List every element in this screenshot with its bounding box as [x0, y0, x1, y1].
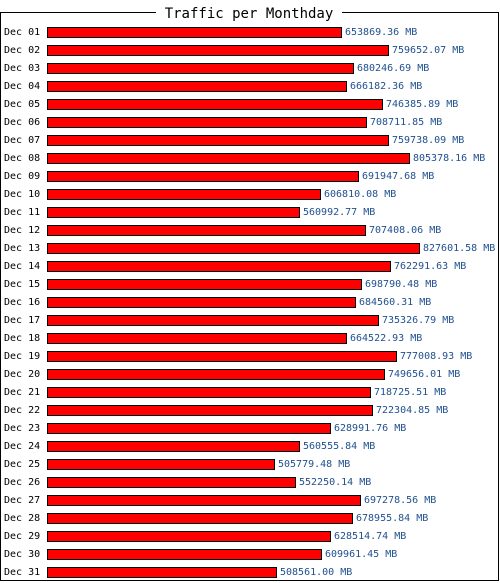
category-label: Dec 11	[4, 207, 40, 218]
value-label: 505779.48 MB	[278, 459, 350, 470]
value-label: 691947.68 MB	[362, 171, 434, 182]
category-label: Dec 18	[4, 333, 40, 344]
traffic-bar	[47, 567, 277, 578]
traffic-bar	[47, 441, 300, 452]
value-label: 552250.14 MB	[299, 477, 371, 488]
category-label: Dec 27	[4, 495, 40, 506]
traffic-bar	[47, 81, 347, 92]
value-label: 653869.36 MB	[345, 27, 417, 38]
value-label: 708711.85 MB	[370, 117, 442, 128]
category-label: Dec 28	[4, 513, 40, 524]
traffic-bar	[47, 333, 347, 344]
traffic-bar	[47, 99, 383, 110]
category-label: Dec 30	[4, 549, 40, 560]
traffic-bar	[47, 369, 385, 380]
value-label: 666182.36 MB	[350, 81, 422, 92]
category-label: Dec 08	[4, 153, 40, 164]
value-label: 707408.06 MB	[369, 225, 441, 236]
traffic-bar	[47, 495, 361, 506]
value-label: 718725.51 MB	[374, 387, 446, 398]
category-label: Dec 20	[4, 369, 40, 380]
value-label: 762291.63 MB	[394, 261, 466, 272]
value-label: 697278.56 MB	[364, 495, 436, 506]
value-label: 628514.74 MB	[334, 531, 406, 542]
value-label: 508561.00 MB	[280, 567, 352, 578]
value-label: 609961.45 MB	[325, 549, 397, 560]
chart-title: Traffic per Monthday	[165, 6, 334, 22]
value-label: 606810.08 MB	[324, 189, 396, 200]
traffic-bar	[47, 549, 322, 560]
category-label: Dec 13	[4, 243, 40, 254]
traffic-bar	[47, 315, 379, 326]
category-label: Dec 15	[4, 279, 40, 290]
category-label: Dec 29	[4, 531, 40, 542]
category-label: Dec 25	[4, 459, 40, 470]
category-label: Dec 14	[4, 261, 40, 272]
category-label: Dec 17	[4, 315, 40, 326]
value-label: 560555.84 MB	[303, 441, 375, 452]
value-label: 684560.31 MB	[359, 297, 431, 308]
value-label: 722304.85 MB	[376, 405, 448, 416]
category-label: Dec 21	[4, 387, 40, 398]
value-label: 628991.76 MB	[334, 423, 406, 434]
value-label: 698790.48 MB	[365, 279, 437, 290]
traffic-bar	[47, 297, 356, 308]
category-label: Dec 07	[4, 135, 40, 146]
traffic-bar	[47, 531, 331, 542]
traffic-bar	[47, 459, 275, 470]
value-label: 759738.09 MB	[392, 135, 464, 146]
category-label: Dec 22	[4, 405, 40, 416]
value-label: 560992.77 MB	[303, 207, 375, 218]
traffic-bar	[47, 261, 391, 272]
value-label: 749656.01 MB	[388, 369, 460, 380]
category-label: Dec 31	[4, 567, 40, 578]
traffic-bar	[47, 351, 397, 362]
category-label: Dec 24	[4, 441, 40, 452]
traffic-bar	[47, 513, 353, 524]
category-label: Dec 16	[4, 297, 40, 308]
category-label: Dec 04	[4, 81, 40, 92]
category-label: Dec 26	[4, 477, 40, 488]
traffic-bar	[47, 63, 354, 74]
value-label: 805378.16 MB	[413, 153, 485, 164]
category-label: Dec 23	[4, 423, 40, 434]
traffic-bar	[47, 387, 371, 398]
value-label: 746385.89 MB	[386, 99, 458, 110]
value-label: 680246.69 MB	[357, 63, 429, 74]
category-label: Dec 01	[4, 27, 40, 38]
category-label: Dec 10	[4, 189, 40, 200]
category-label: Dec 12	[4, 225, 40, 236]
traffic-bar	[47, 207, 300, 218]
traffic-bar	[47, 477, 296, 488]
category-label: Dec 02	[4, 45, 40, 56]
traffic-bar	[47, 423, 331, 434]
value-label: 664522.93 MB	[350, 333, 422, 344]
category-label: Dec 09	[4, 171, 40, 182]
traffic-bar	[47, 135, 389, 146]
value-label: 759652.07 MB	[392, 45, 464, 56]
value-label: 827601.58 MB	[423, 243, 495, 254]
category-label: Dec 06	[4, 117, 40, 128]
traffic-bar	[47, 225, 366, 236]
category-label: Dec 19	[4, 351, 40, 362]
traffic-bar	[47, 171, 359, 182]
value-label: 678955.84 MB	[356, 513, 428, 524]
value-label: 735326.79 MB	[382, 315, 454, 326]
chart-rows: Dec 01 653869.36 MB Dec 02 759652.07 MB Dec …	[4, 27, 495, 578]
traffic-bar	[47, 405, 373, 416]
chart-title-background	[156, 4, 342, 22]
traffic-bar	[47, 243, 420, 254]
traffic-bar	[47, 27, 342, 38]
value-label: 777008.93 MB	[400, 351, 472, 362]
category-label: Dec 03	[4, 63, 40, 74]
traffic-bar	[47, 279, 362, 290]
category-label: Dec 05	[4, 99, 40, 110]
traffic-bar	[47, 45, 389, 56]
traffic-bar	[47, 189, 321, 200]
traffic-bar	[47, 153, 410, 164]
traffic-bar	[47, 117, 367, 128]
